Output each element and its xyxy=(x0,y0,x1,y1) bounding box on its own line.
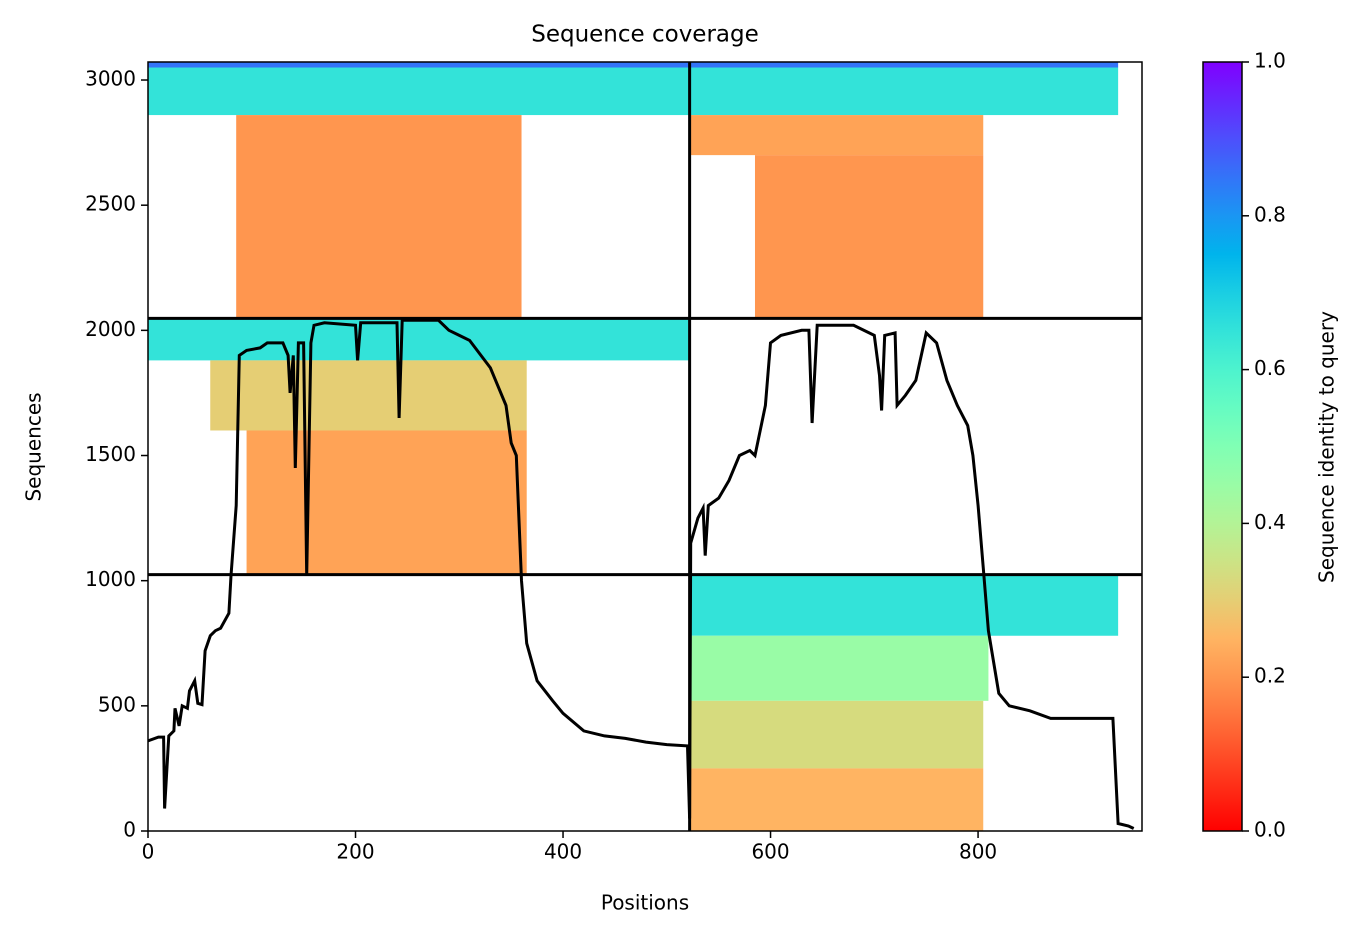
colorbar-tick-label: 0.8 xyxy=(1254,202,1286,226)
y-tick-label: 2000 xyxy=(85,317,136,341)
x-tick-label: 400 xyxy=(544,840,582,864)
y-tick-label: 1500 xyxy=(85,442,136,466)
y-tick-label: 0 xyxy=(123,818,136,842)
identity-block xyxy=(689,635,989,701)
x-tick-label: 600 xyxy=(751,840,789,864)
identity-block xyxy=(689,67,1119,116)
colorbar-tick-label: 0.4 xyxy=(1254,510,1286,534)
identity-block xyxy=(689,115,984,156)
colorbar xyxy=(1202,61,1243,832)
identity-block xyxy=(210,360,527,431)
colorbar-tick-label: 0.0 xyxy=(1254,818,1286,842)
identity-block xyxy=(148,318,690,361)
plot-frame xyxy=(147,61,1143,832)
identity-block xyxy=(689,574,1119,636)
identity-block xyxy=(754,155,984,319)
identity-block xyxy=(148,62,690,68)
coverage-line xyxy=(147,318,1135,830)
y-tick-label: 2500 xyxy=(85,192,136,216)
x-tick-label: 800 xyxy=(959,840,997,864)
x-axis-label: Positions xyxy=(601,891,689,915)
colorbar-tick-label: 1.0 xyxy=(1254,49,1286,73)
identity-block xyxy=(689,62,1119,68)
chart-title: Sequence coverage xyxy=(531,22,759,48)
identity-block xyxy=(236,115,522,319)
y-tick-label: 1000 xyxy=(85,567,136,591)
x-tick-label: 200 xyxy=(336,840,374,864)
y-tick-label: 500 xyxy=(98,692,136,716)
x-tick-label: 0 xyxy=(142,840,155,864)
colorbar-tick-label: 0.2 xyxy=(1254,664,1286,688)
colorbar-tick-label: 0.6 xyxy=(1254,356,1286,380)
identity-block xyxy=(246,430,527,575)
colorbar-label: Sequence identity to query xyxy=(1315,311,1339,583)
identity-block xyxy=(689,700,984,769)
identity-block xyxy=(148,67,690,116)
y-axis-label: Sequences xyxy=(22,392,46,501)
y-tick-label: 3000 xyxy=(85,67,136,91)
identity-block xyxy=(689,768,984,831)
